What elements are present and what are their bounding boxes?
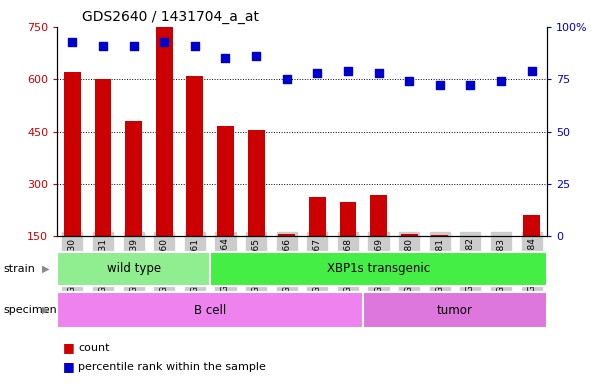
Point xyxy=(251,53,261,59)
Bar xyxy=(217,126,234,236)
Point xyxy=(221,55,230,61)
Text: ▶: ▶ xyxy=(42,264,49,274)
Bar xyxy=(156,27,172,236)
Bar xyxy=(278,234,295,236)
Point xyxy=(98,43,108,49)
Point xyxy=(190,43,200,49)
Text: ■: ■ xyxy=(63,360,75,373)
Point xyxy=(435,83,445,89)
Bar xyxy=(57,252,210,286)
Text: ■: ■ xyxy=(63,341,75,354)
Bar xyxy=(401,234,418,236)
Bar xyxy=(340,202,356,236)
Point xyxy=(527,68,537,74)
Bar xyxy=(248,131,264,236)
Text: B cell: B cell xyxy=(194,304,227,316)
Bar xyxy=(210,252,547,286)
Point xyxy=(343,68,353,74)
Bar xyxy=(363,292,547,328)
Point xyxy=(404,78,414,84)
Text: tumor: tumor xyxy=(437,304,473,316)
Text: GDS2640 / 1431704_a_at: GDS2640 / 1431704_a_at xyxy=(82,10,258,25)
Point xyxy=(282,76,291,82)
Bar xyxy=(64,72,81,236)
Bar xyxy=(94,79,111,236)
Point xyxy=(313,70,322,76)
Text: specimen: specimen xyxy=(3,305,56,315)
Bar xyxy=(432,235,448,236)
Text: percentile rank within the sample: percentile rank within the sample xyxy=(78,362,266,372)
Point xyxy=(496,78,506,84)
Text: XBP1s transgenic: XBP1s transgenic xyxy=(327,262,430,275)
Bar xyxy=(57,292,363,328)
Bar xyxy=(462,236,479,237)
Bar xyxy=(309,197,326,236)
Point xyxy=(67,38,77,45)
Point xyxy=(129,43,138,49)
Text: wild type: wild type xyxy=(106,262,160,275)
Point xyxy=(466,83,475,89)
Point xyxy=(159,38,169,45)
Bar xyxy=(370,195,387,236)
Bar xyxy=(125,121,142,236)
Point xyxy=(374,70,383,76)
Bar xyxy=(523,215,540,236)
Bar xyxy=(186,76,203,236)
Text: ▶: ▶ xyxy=(42,305,49,315)
Text: count: count xyxy=(78,343,109,353)
Text: strain: strain xyxy=(3,264,35,274)
